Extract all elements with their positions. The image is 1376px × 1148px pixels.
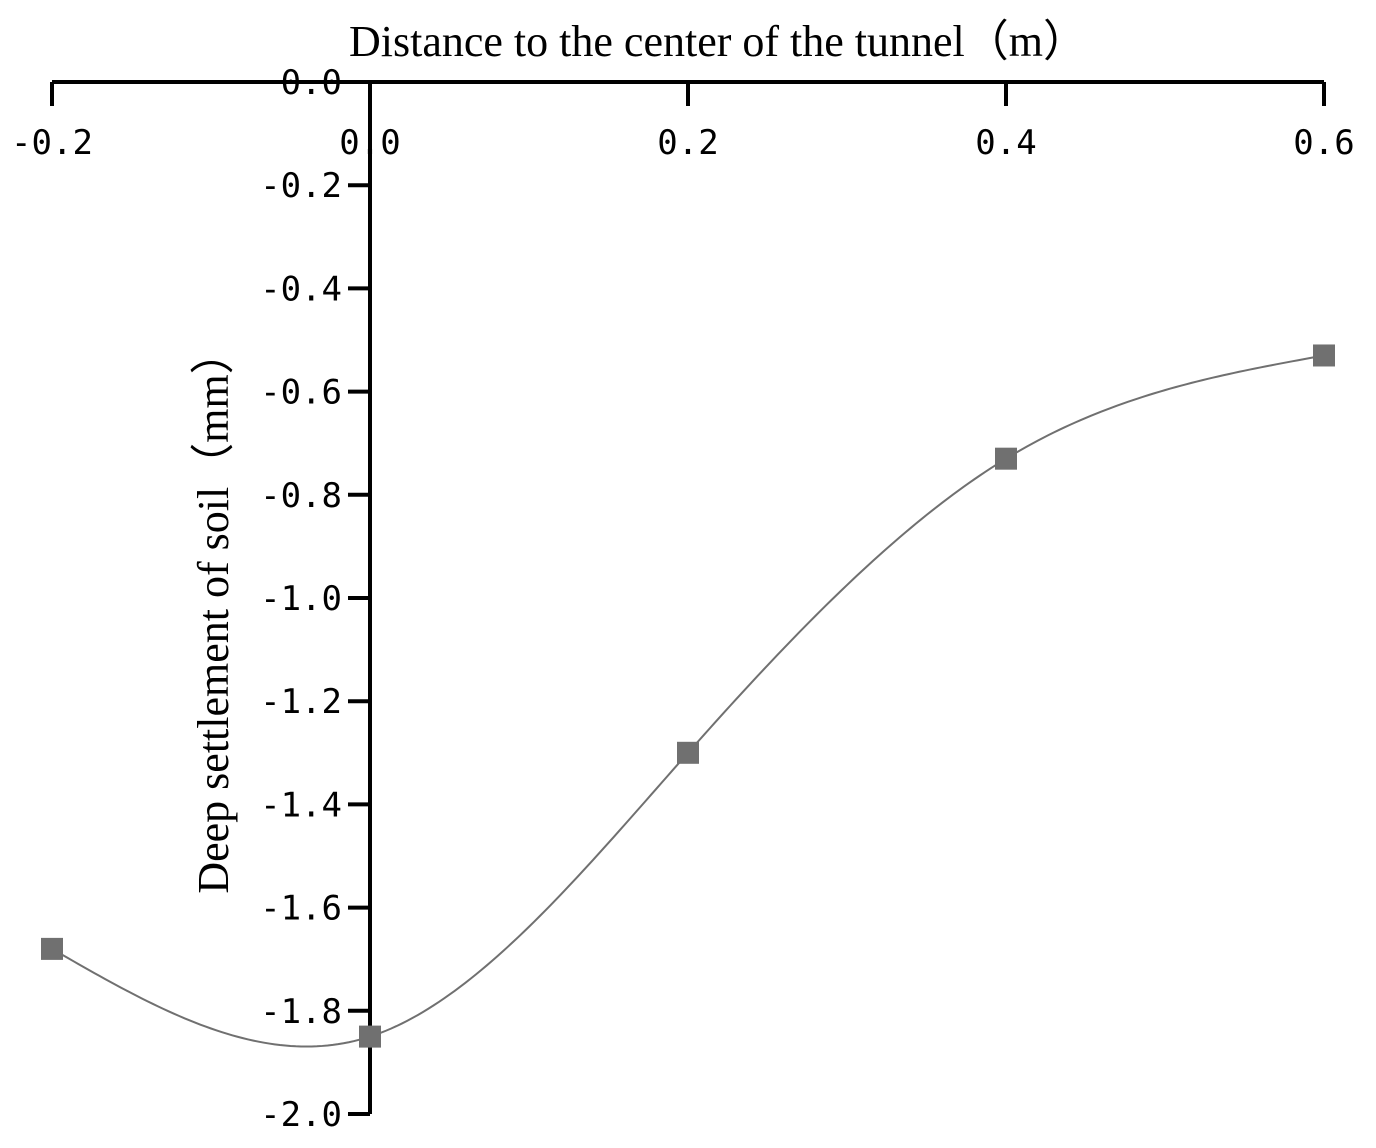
y-tick-label: -1.6: [260, 889, 342, 929]
y-tick-label: -1.0: [260, 579, 342, 619]
y-tick-label: -0.6: [260, 373, 342, 413]
x-tick-label: 0.0: [339, 123, 400, 163]
x-axis-title: Distance to the center of the tunnel（m）: [349, 17, 1087, 66]
y-tick-label: -0.2: [260, 166, 342, 206]
axes: -0.2 0.0 0.2 0.4 0.60.0-0.2-0.4-0.6-0.8-1.0-…: [11, 63, 1355, 1135]
series: [41, 344, 1335, 1048]
data-point-marker: [41, 937, 63, 960]
y-axis-title: Deep settlement of soil（mm）: [189, 330, 238, 893]
x-tick-label: 0.6: [1293, 123, 1354, 163]
series-line: [51, 354, 1325, 1048]
y-tick-label: -0.4: [260, 269, 342, 309]
y-tick-label: -1.8: [260, 992, 342, 1032]
data-point-marker: [995, 447, 1017, 470]
y-tick-label: -2.0: [260, 1095, 342, 1135]
x-tick-label: -0.2: [11, 123, 93, 163]
x-tick-label: 0.4: [975, 123, 1036, 163]
data-point-marker: [359, 1025, 381, 1048]
data-point-marker: [1313, 344, 1335, 367]
y-tick-label: -0.8: [260, 476, 342, 516]
y-tick-label: -1.4: [260, 785, 342, 825]
data-point-marker: [677, 741, 699, 764]
y-tick-label: 0.0: [281, 63, 342, 103]
x-tick-label: 0.2: [657, 123, 718, 163]
y-tick-label: -1.2: [260, 682, 342, 722]
